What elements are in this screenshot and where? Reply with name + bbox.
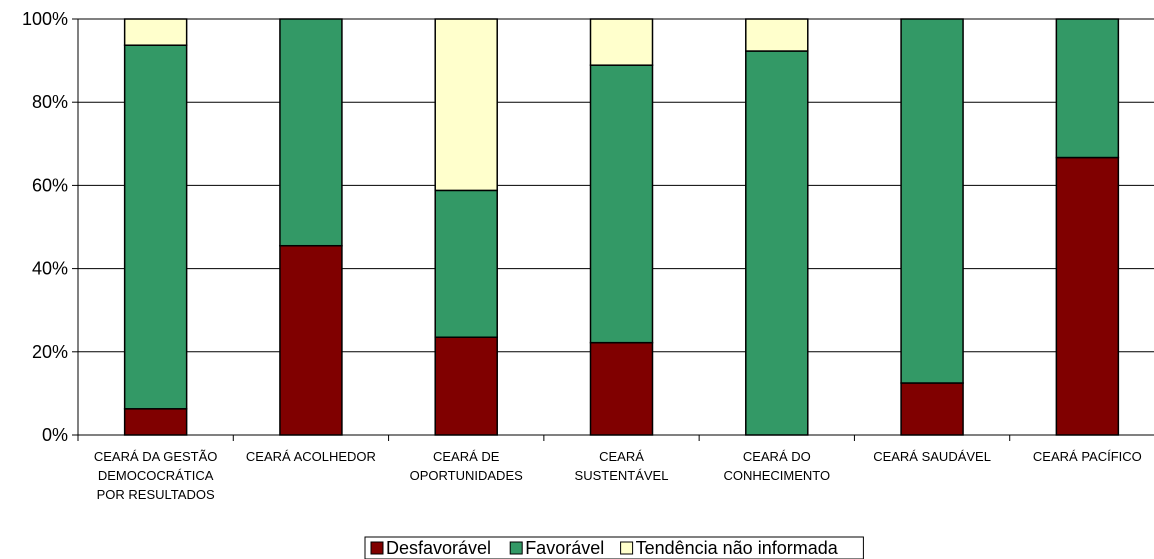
- x-category-label: SUSTENTÁVEL: [575, 468, 669, 483]
- bars: [123, 18, 1120, 436]
- y-tick-label: 100%: [22, 9, 68, 29]
- bar-segment-tendência-não-informada: [434, 18, 498, 192]
- y-axis-ticks: 0% 20% 40% 60% 80% 100%: [22, 9, 78, 445]
- x-category-label: POR RESULTADOS: [97, 487, 215, 502]
- bar-segment-favorável: [745, 50, 809, 436]
- bar-segment-favorável: [279, 18, 343, 247]
- legend-label: Favorável: [525, 538, 604, 558]
- legend-swatch: [509, 541, 523, 555]
- bar-segment-desfavorável: [1055, 156, 1120, 436]
- bar-segment-desfavorável: [123, 408, 188, 436]
- bar-segment-favorável: [434, 189, 498, 338]
- bar-segment-tendência-não-informada: [123, 18, 188, 46]
- bar-segment-desfavorável: [900, 382, 964, 436]
- bar-segment-desfavorável: [434, 336, 498, 436]
- legend-label: Desfavorável: [386, 538, 491, 558]
- bar-segment-favorável: [589, 64, 654, 344]
- y-tick-label: 60%: [32, 175, 68, 195]
- x-category-label: CEARÁ PACÍFICO: [1033, 449, 1142, 464]
- y-tick-label: 40%: [32, 259, 68, 279]
- x-category-label: OPORTUNIDADES: [410, 468, 523, 483]
- y-tick-label: 0%: [42, 425, 68, 445]
- legend-box: [364, 536, 864, 559]
- y-tick-label: 80%: [32, 92, 68, 112]
- bar-segment-favorável: [1055, 18, 1120, 159]
- bar-segment-favorável: [123, 44, 188, 410]
- x-category-label: CEARÁ DE: [433, 449, 500, 464]
- legend-label: Tendência não informada: [636, 538, 839, 558]
- x-category-label: CEARÁ DA GESTÃO: [94, 449, 218, 464]
- x-category-label: CEARÁ ACOLHEDOR: [246, 449, 376, 464]
- legend: Desfavorável Favorável Tendência não infor…: [364, 536, 864, 559]
- bar-segment-favorável: [900, 18, 964, 384]
- x-category-label: DEMOCOCRÁTICA: [98, 468, 214, 483]
- x-axis-labels: CEARÁ DA GESTÃO DEMOCOCRÁTICA POR RESULTAD…: [94, 449, 1142, 502]
- x-category-label: CEARÁ SAUDÁVEL: [873, 449, 991, 464]
- bar-segment-desfavorável: [279, 244, 343, 436]
- legend-swatch: [370, 541, 384, 555]
- x-category-label: CEARÁ: [599, 449, 644, 464]
- legend-swatch: [620, 541, 634, 555]
- bar-segment-tendência-não-informada: [745, 18, 809, 52]
- bar-segment-desfavorável: [589, 341, 654, 436]
- x-category-label: CEARÁ DO: [743, 449, 811, 464]
- y-tick-label: 20%: [32, 342, 68, 362]
- x-category-label: CONHECIMENTO: [723, 468, 830, 483]
- bar-segment-tendência-não-informada: [589, 18, 654, 66]
